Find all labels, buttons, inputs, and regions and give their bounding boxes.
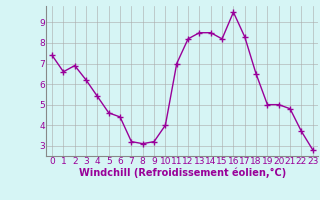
X-axis label: Windchill (Refroidissement éolien,°C): Windchill (Refroidissement éolien,°C) — [79, 168, 286, 178]
